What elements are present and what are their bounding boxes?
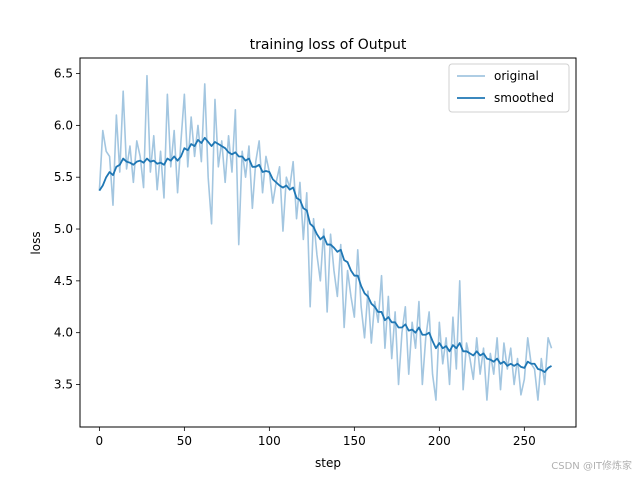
chart-title: training loss of Output xyxy=(250,37,407,53)
x-axis-label: step xyxy=(315,456,341,470)
watermark-text: CSDN @IT修炼家 xyxy=(551,461,632,472)
x-axis: 0 50 100 150 200 250 xyxy=(96,427,536,448)
y-tick-label: 4.0 xyxy=(54,326,73,340)
x-tick-label: 200 xyxy=(428,434,451,448)
plot-area xyxy=(80,58,576,427)
y-tick-label: 6.0 xyxy=(54,118,73,132)
series-line-smoothed xyxy=(98,136,552,373)
x-tick-label: 0 xyxy=(96,434,104,448)
axes-spines xyxy=(79,57,577,428)
legend-label-original: original xyxy=(494,69,539,83)
y-tick-label: 5.5 xyxy=(54,170,73,184)
x-tick-label: 50 xyxy=(177,434,192,448)
x-tick-label: 150 xyxy=(343,434,366,448)
y-axis: 3.5 4.0 4.5 5.0 5.5 6.0 6.5 xyxy=(54,67,80,392)
series-lines xyxy=(98,74,553,401)
y-tick-label: 3.5 xyxy=(54,378,73,392)
axes-background xyxy=(80,58,576,427)
legend: original smoothed xyxy=(448,63,570,113)
series-line-original xyxy=(98,74,553,401)
legend-label-smoothed: smoothed xyxy=(494,91,554,105)
y-tick-label: 6.5 xyxy=(54,67,73,81)
axes-frame xyxy=(79,57,577,428)
x-tick-label: 250 xyxy=(513,434,536,448)
y-tick-label: 5.0 xyxy=(54,222,73,236)
x-tick-label: 100 xyxy=(258,434,281,448)
y-tick-label: 4.5 xyxy=(54,274,73,288)
y-axis-label: loss xyxy=(29,231,43,254)
